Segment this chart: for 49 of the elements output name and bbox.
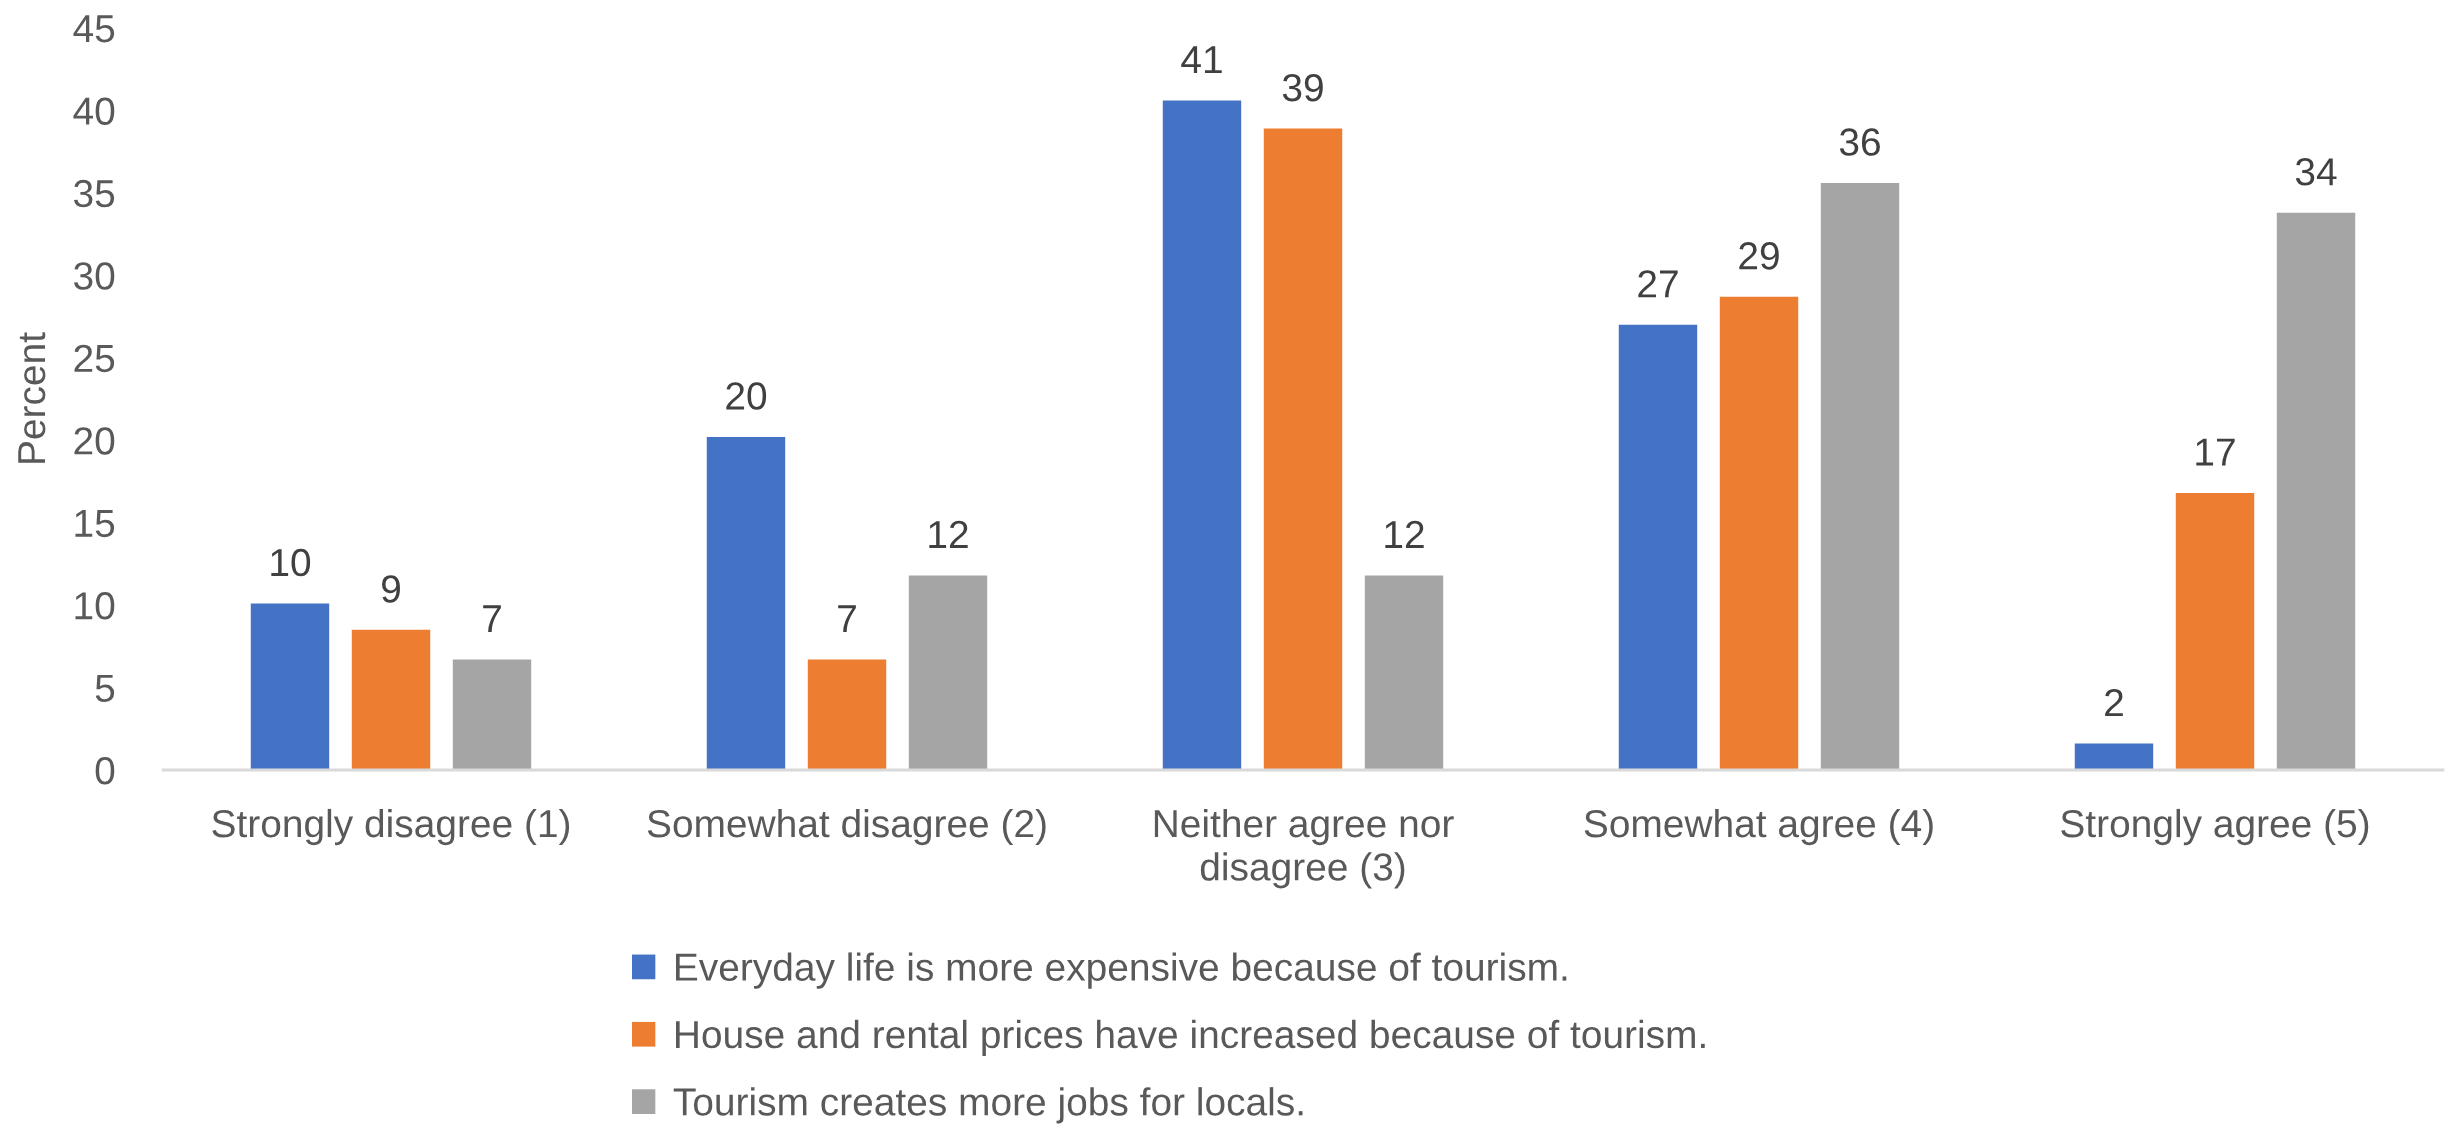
y-tick-label: 30 bbox=[74, 262, 115, 290]
y-tick-label: 15 bbox=[75, 510, 115, 538]
y-tick-label: 35 bbox=[74, 179, 115, 208]
bar bbox=[1820, 183, 1900, 770]
data-label: 7 bbox=[838, 605, 856, 633]
bar bbox=[351, 629, 431, 770]
data-label: 10 bbox=[271, 548, 311, 577]
data-label: 17 bbox=[2196, 438, 2235, 466]
y-tick-label: 0 bbox=[95, 756, 115, 785]
data-label: 41 bbox=[1181, 46, 1222, 74]
bar bbox=[1364, 575, 1444, 770]
x-tick-label: Strongly disagree (1) bbox=[212, 808, 570, 846]
bar bbox=[908, 575, 988, 770]
data-label: 34 bbox=[2295, 158, 2337, 186]
data-label: 7 bbox=[483, 605, 501, 633]
x-tick-label: Somewhat agree (4) bbox=[1584, 808, 1933, 846]
bar bbox=[2175, 492, 2255, 770]
x-tick-label: Neither agree nor disagree (3) bbox=[1154, 808, 1454, 889]
data-label: 12 bbox=[929, 520, 968, 548]
data-label: 39 bbox=[1282, 73, 1323, 102]
data-label: 12 bbox=[1385, 520, 1424, 548]
data-label: 2 bbox=[2105, 688, 2123, 717]
y-tick-label: 45 bbox=[73, 15, 115, 43]
y-tick-label: 10 bbox=[75, 592, 115, 620]
data-label: 29 bbox=[1739, 242, 1779, 270]
bar bbox=[1618, 324, 1698, 770]
bar bbox=[706, 436, 786, 770]
data-label: 36 bbox=[1839, 128, 1880, 156]
x-tick-label: Somewhat disagree (2) bbox=[647, 808, 1046, 846]
y-tick-label: 20 bbox=[74, 427, 115, 455]
legend-label: House and rental prices have increased because of tourism. bbox=[676, 1019, 1705, 1057]
y-tick-label: 5 bbox=[95, 674, 115, 703]
bar bbox=[2276, 212, 2356, 770]
bar bbox=[1719, 296, 1799, 770]
x-tick-label: Strongly agree (5) bbox=[2061, 808, 2369, 846]
y-tick-label: 25 bbox=[74, 344, 115, 373]
data-label: 20 bbox=[726, 382, 767, 410]
bar bbox=[2074, 743, 2154, 770]
bar bbox=[452, 659, 532, 770]
legend-label: Everyday life is more expensive because of tourism. bbox=[676, 952, 1567, 989]
y-axis-title: Percent bbox=[18, 332, 46, 463]
bar bbox=[250, 603, 330, 770]
y-tick-label: 40 bbox=[73, 97, 115, 125]
legend-label: Tourism creates more jobs for locals. bbox=[673, 1087, 1303, 1124]
bar bbox=[807, 659, 887, 770]
bar bbox=[1263, 128, 1343, 770]
bar bbox=[1162, 100, 1242, 770]
data-label: 27 bbox=[1638, 270, 1678, 298]
data-label: 9 bbox=[382, 575, 400, 603]
